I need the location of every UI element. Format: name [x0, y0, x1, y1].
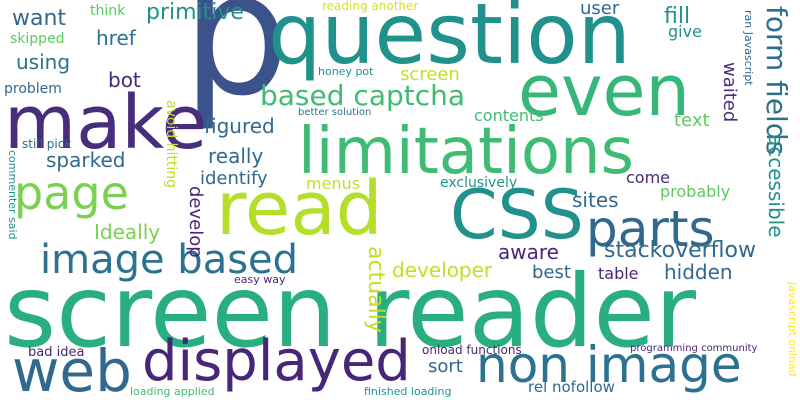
word-come: come — [626, 168, 671, 187]
word-image-based: image based — [40, 237, 299, 283]
word-exclusively: exclusively — [440, 175, 518, 191]
word-fill: fill — [664, 4, 691, 29]
word-still-pick: still pick — [22, 137, 72, 151]
word-ran-javascript: ran Javascript — [742, 10, 755, 86]
word-want: want — [12, 6, 67, 31]
word-aware: aware — [498, 240, 559, 264]
word-table: table — [598, 264, 639, 283]
word-parts: parts — [586, 200, 715, 258]
word-think: think — [90, 3, 126, 19]
word-identify: identify — [200, 168, 268, 189]
word-stackoverflow: stackoverflow — [604, 238, 756, 263]
word-css: CSS — [450, 176, 584, 255]
word-menus: menus — [306, 174, 361, 193]
word-read: read — [216, 166, 383, 252]
word-give: give — [668, 22, 702, 41]
word-loading-applied: loading applied — [130, 385, 215, 398]
word-developer: developer — [392, 258, 493, 282]
word-hidden: hidden — [664, 260, 733, 284]
word-figured: figured — [204, 114, 275, 138]
word-text: text — [674, 110, 710, 131]
word-programming-community: programming community — [630, 343, 758, 354]
word-develop: develop — [185, 186, 206, 258]
word-sort: sort — [428, 356, 463, 377]
word-waited: waited — [719, 62, 740, 123]
word-user: user — [580, 0, 620, 19]
word-href: href — [96, 26, 136, 50]
word-make: make — [4, 80, 208, 166]
word-probably: probably — [660, 182, 731, 201]
word-form-fields: form fields — [760, 6, 793, 156]
word-page: page — [14, 166, 129, 220]
word-rel-nofollow: rel nofollow — [528, 378, 615, 396]
word-screen-reader: screen reader — [4, 253, 697, 370]
word-limitations: limitations — [298, 115, 634, 189]
word-p: p — [182, 0, 290, 134]
word-even: even — [518, 50, 690, 132]
word-best: best — [532, 262, 571, 283]
word-contents: contents — [474, 106, 544, 125]
word-reading-another: reading another — [322, 0, 419, 13]
word-really: really — [208, 144, 264, 168]
word-displayed: displayed — [142, 329, 411, 394]
word-honey-pot: honey pot — [318, 65, 374, 78]
word-using: using — [16, 50, 71, 74]
word-skipped: skipped — [10, 31, 65, 47]
word-web: web — [12, 337, 132, 400]
word-problem: problem — [4, 81, 62, 97]
word-based-captcha: based captcha — [260, 79, 466, 112]
word-actually: actually — [363, 246, 388, 333]
word-non-image: non image — [476, 336, 742, 394]
word-sites: sites — [572, 188, 619, 212]
word-question: question — [268, 0, 631, 83]
word-ideally: Ideally — [94, 220, 161, 244]
word-easy-way: easy way — [234, 273, 286, 286]
word-sparked: sparked — [46, 148, 126, 172]
word-bot: bot — [108, 68, 141, 92]
word-commenter-said: commenter said — [6, 150, 19, 240]
word-bad-idea: bad idea — [28, 345, 85, 360]
word-accessible: accessible — [764, 134, 788, 238]
word-onload-functions: onload functions — [422, 343, 522, 357]
word-finished-loading: finished loading — [364, 385, 452, 398]
word-javascript-onload: Javascript onload — [786, 282, 799, 377]
word-better-solution: better solution — [298, 107, 372, 118]
word-primitive: primitive — [146, 0, 244, 25]
word-screen: screen — [400, 64, 460, 85]
word-avoid-hitting: avoid hitting — [163, 100, 179, 189]
